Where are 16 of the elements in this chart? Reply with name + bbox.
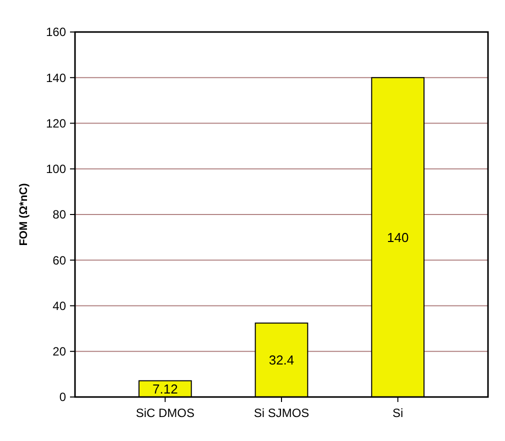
y-tick-label: 20 xyxy=(52,344,66,359)
x-tick-label: Si xyxy=(392,406,404,420)
y-tick-label: 80 xyxy=(52,208,66,222)
data-label: 7.12 xyxy=(152,381,178,396)
y-tick-label: 0 xyxy=(59,390,66,404)
y-tick-label: 120 xyxy=(46,116,66,130)
y-tick-label: 140 xyxy=(46,70,66,85)
y-axis-title: FOM (Ω*nC) xyxy=(18,182,30,246)
y-tick-label: 60 xyxy=(52,253,66,268)
data-label: 32.4 xyxy=(268,352,294,368)
x-tick-label: SiC DMOS xyxy=(136,406,194,420)
data-label: 140 xyxy=(386,230,409,245)
y-tick-label: 40 xyxy=(52,298,66,313)
y-tick-label: 160 xyxy=(46,25,66,40)
x-tick-label: Si SJMOS xyxy=(254,406,310,420)
y-tick-label: 100 xyxy=(46,162,66,176)
